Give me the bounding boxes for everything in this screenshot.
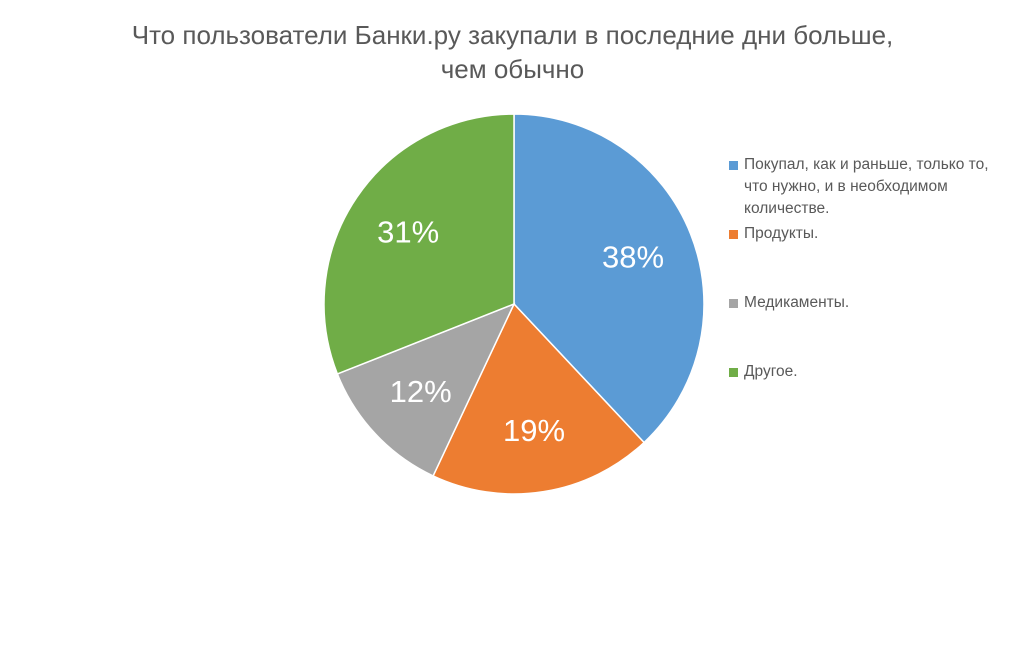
legend-label-1-line-2: что нужно, и в необходимом — [744, 178, 948, 195]
pie-slice-food — [432, 302, 646, 495]
pie-slice-medicine — [336, 302, 516, 477]
pie-slices — [323, 113, 705, 495]
legend-label-1-line-3: количестве. — [744, 200, 830, 217]
legend-item-3: Медикаменты. — [729, 292, 1024, 314]
legend-swatch-3 — [729, 299, 738, 308]
data-label-bought-as-usual: 38% — [602, 239, 664, 274]
legend-item-1: Покупал, как и раньше, только то, что ну… — [729, 154, 1024, 220]
legend-swatch-2 — [729, 230, 738, 239]
legend-label-3: Медикаменты. — [744, 294, 850, 311]
chart-title-line-1: Что пользователи Банки.ру закупали в пос… — [131, 20, 894, 50]
data-label-other: 31% — [377, 215, 439, 250]
legend-label-2: Продукты. — [744, 225, 819, 242]
chart-title-line-2: чем обычно — [440, 54, 585, 84]
legend-label-1-line-1: Покупал, как и раньше, только то, — [744, 156, 989, 173]
legend-swatch-4 — [729, 368, 738, 377]
chart-title: Что пользователи Банки.ру закупали в пос… — [40, 18, 985, 86]
pie-slice-other — [323, 113, 515, 375]
legend-item-2: Продукты. — [729, 223, 1024, 245]
legend: Покупал, как и раньше, только то, что ну… — [729, 154, 1024, 383]
pie-labels: 38% 19% 12% 31% — [377, 215, 664, 448]
data-label-medicine: 12% — [390, 374, 452, 409]
legend-item-4: Другое. — [729, 361, 1024, 383]
legend-label-4: Другое. — [744, 363, 798, 380]
legend-swatch-1 — [729, 161, 738, 170]
pie-slice-bought-as-usual — [513, 113, 705, 444]
data-label-food: 19% — [503, 413, 565, 448]
